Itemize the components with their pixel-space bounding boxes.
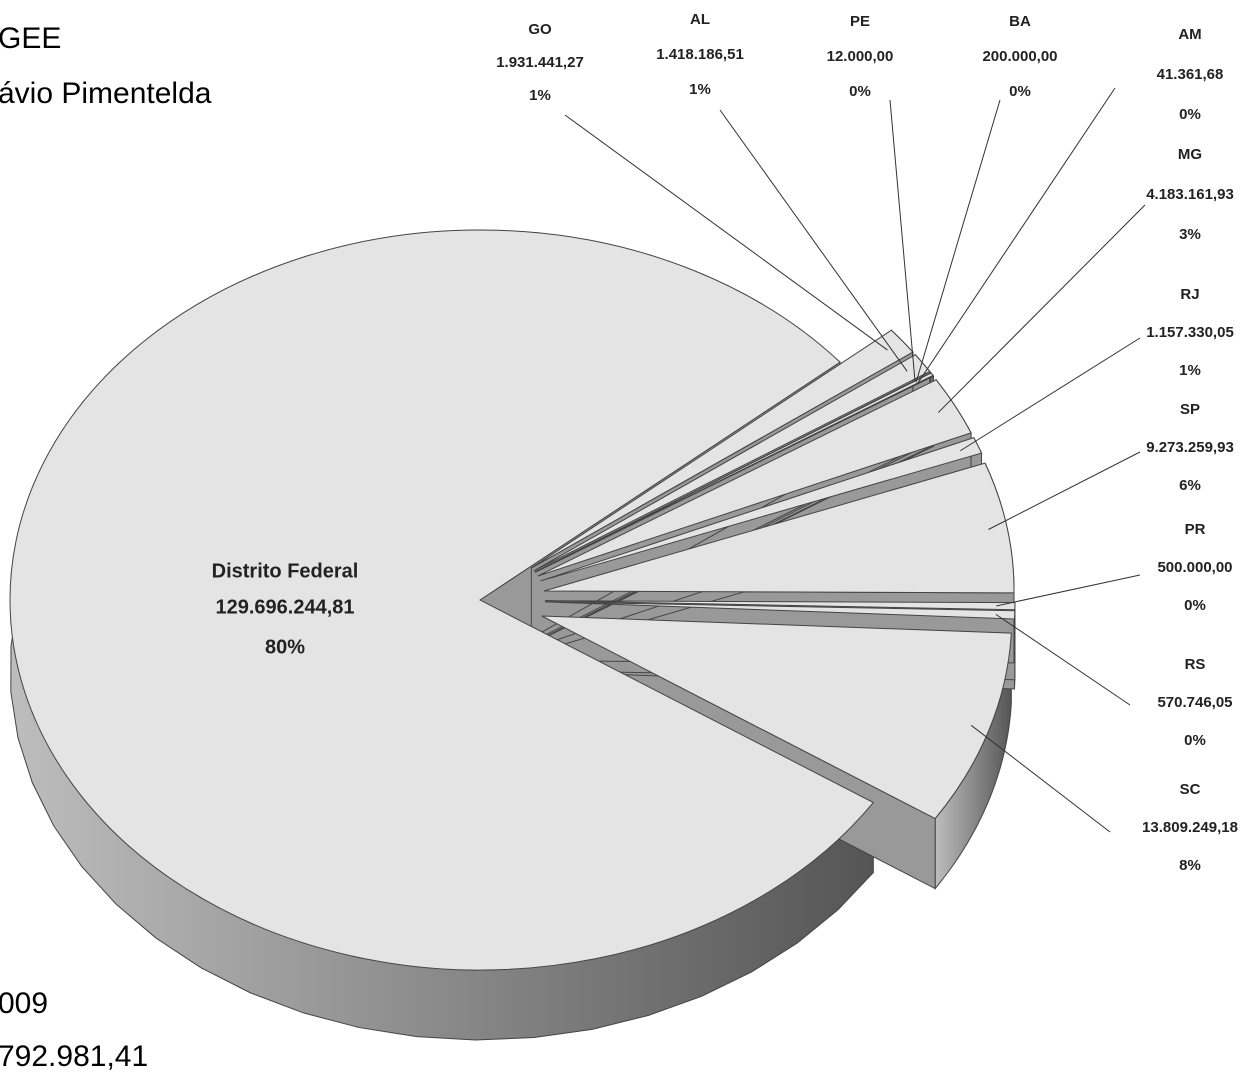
slice-label: AL — [690, 11, 710, 28]
value-label: 200.000,00 — [982, 48, 1057, 65]
percent-label: 8% — [1179, 857, 1201, 874]
percent-label: 0% — [849, 83, 871, 100]
percent-label: 0% — [1184, 732, 1206, 749]
slice — [544, 601, 1016, 620]
value-label: 1.931.441,27 — [496, 54, 584, 71]
slice-label: MG — [1178, 146, 1202, 163]
slice-label: Distrito Federal — [212, 560, 359, 582]
value-label: 500.000,00 — [1157, 559, 1232, 576]
percent-label: 0% — [1179, 106, 1201, 123]
value-label: 570.746,05 — [1157, 694, 1232, 711]
percent-label: 1% — [689, 81, 711, 98]
value-label: 41.361,68 — [1157, 66, 1224, 83]
slice — [543, 462, 1015, 594]
value-label: 1.418.186,51 — [656, 46, 744, 63]
slice-label: RJ — [1180, 286, 1199, 303]
slice — [533, 354, 931, 572]
annotation: 009 — [0, 987, 48, 1020]
slice-label: AM — [1178, 26, 1201, 43]
percent-label: 0% — [1184, 597, 1206, 614]
slice — [534, 372, 932, 573]
leader-line — [996, 574, 1141, 607]
slice — [541, 615, 1012, 820]
percent-label: 1% — [1179, 362, 1201, 379]
value-label: 9.273.259,93 — [1146, 439, 1234, 456]
slice — [544, 600, 1016, 611]
leader-line — [970, 724, 1111, 833]
leader-line — [988, 451, 1141, 530]
leader-line — [995, 613, 1131, 706]
annotation: 792.981,41 — [0, 1040, 148, 1073]
percent-label: 1% — [529, 87, 551, 104]
percent-label: 6% — [1179, 477, 1201, 494]
value-label: 129.696.244,81 — [215, 596, 354, 618]
percent-label: 0% — [1009, 83, 1031, 100]
slice-label: PR — [1185, 521, 1206, 538]
leader-line — [719, 109, 908, 372]
percent-label: 3% — [1179, 226, 1201, 243]
slice-label: PE — [850, 13, 870, 30]
annotation: ávio Pimentelda — [0, 77, 212, 110]
value-label: 1.157.330,05 — [1146, 324, 1234, 341]
value-label: 13.809.249,18 — [1142, 819, 1238, 836]
leader-line — [915, 99, 1001, 383]
labels: Distrito Federal 129.696.244,81 80% SC 13.80… — [212, 11, 1238, 874]
slice-label: RS — [1185, 656, 1206, 673]
leader-line — [889, 99, 916, 381]
annotation: GEE — [0, 22, 61, 55]
slice-label: BA — [1009, 13, 1031, 30]
value-label: 12.000,00 — [827, 48, 894, 65]
leader-line — [916, 87, 1116, 385]
slice — [9, 229, 875, 971]
slice-label: SC — [1180, 781, 1201, 798]
slice-label: GO — [528, 21, 552, 38]
slice — [537, 379, 972, 577]
slice — [540, 437, 983, 582]
leader-line — [960, 337, 1141, 452]
leader-line — [937, 204, 1146, 413]
pie — [9, 229, 1016, 1041]
percent-label: 80% — [265, 636, 305, 658]
leader-line — [564, 114, 888, 351]
value-label: 4.183.161,93 — [1146, 186, 1234, 203]
slice-label: SP — [1180, 401, 1200, 418]
